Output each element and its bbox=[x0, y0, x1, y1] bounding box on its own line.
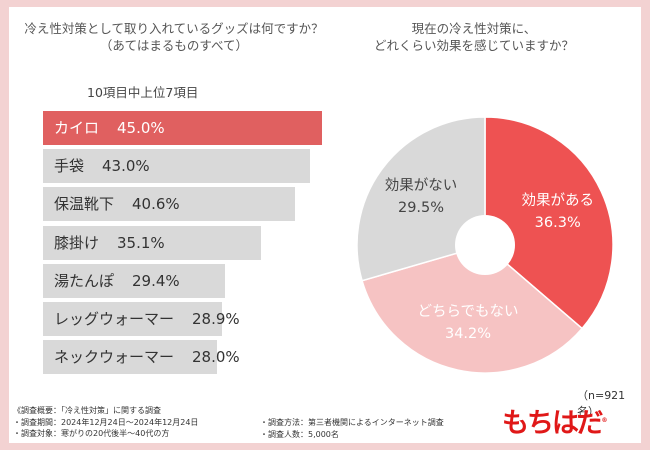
pie-slice-2 bbox=[361, 244, 584, 374]
bar-value-label: 43.0% bbox=[102, 157, 150, 176]
bar-value-label: 28.0% bbox=[192, 348, 240, 367]
bar-3 bbox=[43, 187, 295, 222]
survey-period: ・調査期間：2024年12月24日～2024年12月24日 bbox=[13, 417, 199, 427]
pie-value-label: 34.2% bbox=[444, 326, 492, 343]
pie-label-2: どちらでもない 34.2% bbox=[413, 301, 523, 345]
bar-5 bbox=[43, 263, 226, 298]
brand-logo-mark: ® bbox=[601, 417, 608, 424]
sample-size-note: （n=921名） bbox=[577, 389, 626, 418]
pie-category-label: 効果がない bbox=[384, 177, 458, 194]
pie-slice-3 bbox=[356, 116, 486, 282]
bar-category-label: 手袋 bbox=[54, 157, 85, 176]
survey-count: ・調査人数：5,000名 bbox=[260, 429, 339, 439]
bar-label-6: レッグウォーマー 28.9% bbox=[54, 302, 240, 336]
bar-label-3: 保温靴下 40.6% bbox=[54, 187, 180, 221]
bar-4 bbox=[43, 225, 261, 260]
bar-label-1: カイロ 45.0% bbox=[54, 111, 165, 145]
brand-logo: もちはだ® bbox=[502, 401, 607, 440]
bar-7 bbox=[43, 340, 217, 375]
infographic-card: 冷え性対策として取り入れているグッズは何ですか？ （あてはまるものすべて） 10… bbox=[9, 7, 641, 443]
bar-label-7: ネックウォーマー 28.0% bbox=[54, 340, 240, 374]
pie-chart-title-line1: 現在の冷え性対策に、 bbox=[411, 21, 537, 36]
bar-category-label: 湯たんぽ bbox=[54, 271, 115, 290]
pie-chart-title-line2: どれくらい効果を感じていますか？ bbox=[373, 38, 574, 53]
bar-category-label: レッグウォーマー bbox=[54, 310, 175, 328]
bar-category-label: 膝掛け bbox=[54, 233, 100, 252]
bar-label-4: 膝掛け 35.1% bbox=[54, 226, 165, 260]
survey-method: ・調査方法：第三者機関によるインターネット調査 bbox=[260, 418, 444, 427]
pie-value-label: 36.3% bbox=[534, 214, 581, 231]
pie-label-3: 効果がない 29.5% bbox=[366, 175, 476, 219]
pie-category-label: 効果がある bbox=[521, 192, 594, 209]
pie-label-1: 効果がある 36.3% bbox=[503, 190, 613, 234]
survey-overview: 《調査概要：「冷え性対策」に関する調査 bbox=[13, 406, 161, 415]
survey-footer-left: 《調査概要：「冷え性対策」に関する調査 ・調査期間：2024年12月24日～20… bbox=[13, 405, 198, 440]
brand-logo-text: もちはだ bbox=[502, 408, 603, 439]
bar-value-label: 29.4% bbox=[132, 271, 180, 290]
bar-label-5: 湯たんぽ 29.4% bbox=[54, 264, 180, 298]
survey-footer-right: ・調査方法：第三者機関によるインターネット調査 ・調査人数：5,000名 bbox=[260, 417, 444, 440]
bar-2 bbox=[43, 149, 310, 184]
pie-chart bbox=[356, 116, 614, 374]
pie-chart-title: 現在の冷え性対策に、 どれくらい効果を感じていますか？ bbox=[309, 20, 639, 54]
pie-value-label: 29.5% bbox=[397, 199, 445, 216]
bar-chart-title: 冷え性対策として取り入れているグッズは何ですか？ （あてはまるものすべて） bbox=[9, 20, 339, 54]
bar-chart-title-line2: （あてはまるものすべて） bbox=[99, 38, 249, 53]
bar-label-2: 手袋 43.0% bbox=[54, 149, 150, 183]
survey-target: ・調査対象：寒がりの20代後半～40代の方 bbox=[13, 429, 170, 438]
bar-value-label: 35.1% bbox=[117, 233, 165, 252]
pie-category-label: どちらでもない bbox=[417, 304, 519, 321]
bar-value-label: 28.9% bbox=[192, 310, 240, 328]
bar-chart-subtitle: 10項目中上位7項目 bbox=[87, 85, 199, 100]
bar-value-label: 40.6% bbox=[132, 195, 180, 214]
bar-chart-title-line1: 冷え性対策として取り入れているグッズは何ですか？ bbox=[24, 21, 324, 36]
bar-category-label: 保温靴下 bbox=[54, 195, 115, 214]
bar-category-label: ネックウォーマー bbox=[54, 348, 175, 367]
bar-value-label: 45.0% bbox=[117, 119, 165, 137]
bar-6 bbox=[43, 302, 223, 336]
pie-slice-1 bbox=[484, 116, 614, 330]
bar-1 bbox=[43, 111, 322, 145]
pie-center-hole bbox=[455, 215, 515, 275]
bar-category-label: カイロ bbox=[54, 119, 100, 137]
